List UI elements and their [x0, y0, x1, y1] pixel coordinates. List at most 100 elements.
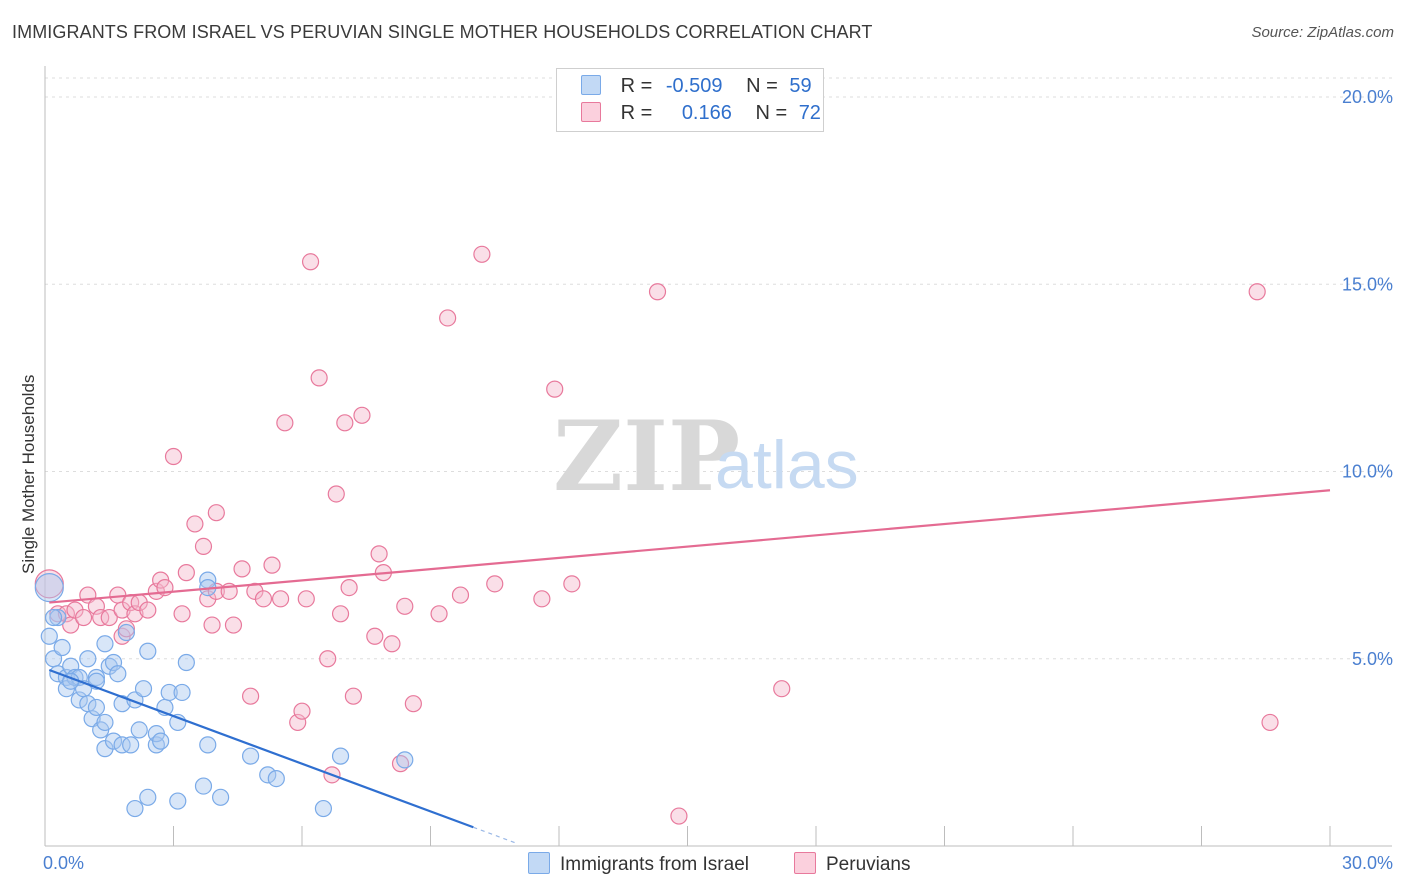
- israel-data-point: [267, 769, 285, 788]
- x-tick-label: 30.0%: [1342, 853, 1393, 873]
- peru-data-point: [533, 590, 551, 608]
- peru-data-point: [297, 590, 315, 608]
- peru-data-point: [486, 575, 504, 593]
- source-label: Source: ZipAtlas.com: [1251, 24, 1394, 41]
- peru-data-point: [139, 601, 157, 619]
- peru-data-point: [207, 504, 225, 522]
- peru-data-point: [203, 616, 221, 634]
- peru-data-point: [451, 586, 470, 604]
- israel-data-point: [122, 736, 140, 754]
- peru-data-point: [254, 590, 273, 608]
- peru-data-point: [336, 414, 354, 432]
- peruvian-points: [34, 245, 1279, 825]
- legend-row-israel: R = -0.509 N = 59: [581, 75, 812, 101]
- n-label: N =: [746, 75, 778, 97]
- israel-data-point: [160, 683, 178, 702]
- peru-data-point: [164, 447, 183, 466]
- israel-swatch-icon: [581, 75, 601, 95]
- israel-data-point: [79, 650, 97, 668]
- israel-data-point: [113, 695, 131, 713]
- peru-data-point: [276, 414, 294, 432]
- peru-data-point: [670, 807, 688, 825]
- israel-data-point: [53, 638, 71, 657]
- israel-data-point: [173, 683, 191, 702]
- watermark-atlas: atlas: [715, 427, 859, 503]
- r-value: 0.166: [681, 102, 732, 124]
- israel-data-point: [212, 788, 230, 806]
- israel-data-point: [109, 665, 127, 683]
- legend-label-peru: Peruvians: [826, 854, 911, 875]
- peru-data-point: [263, 556, 281, 574]
- israel-data-point: [87, 698, 106, 717]
- israel-data-point: [242, 747, 260, 765]
- peru-data-point: [100, 608, 118, 627]
- y-tick-label: 15.0%: [1342, 274, 1393, 294]
- israel-data-point: [194, 777, 213, 795]
- peru-data-point: [301, 253, 320, 271]
- israel-data-point: [104, 732, 123, 750]
- n-label: N =: [755, 102, 788, 124]
- peru-data-point: [439, 309, 457, 327]
- peru-data-point: [404, 695, 422, 713]
- y-axis-label: Single Mother Households: [19, 375, 38, 574]
- peru-data-point: [773, 680, 791, 698]
- chart-title: IMMIGRANTS FROM ISRAEL VS PERUVIAN SINGL…: [12, 22, 873, 42]
- israel-points: [34, 571, 414, 818]
- peru-data-point: [563, 575, 581, 593]
- x-tick-label: 0.0%: [43, 853, 84, 873]
- legend-label-israel: Immigrants from Israel: [560, 854, 749, 875]
- r-value: -0.509: [665, 75, 723, 97]
- israel-data-point: [96, 713, 114, 732]
- stats-legend: R = -0.509 N = 59 R = 0.166 N = 72: [556, 68, 824, 132]
- y-tick-labels: 5.0% 10.0% 15.0% 20.0%: [1342, 87, 1393, 669]
- israel-data-point: [169, 792, 187, 810]
- peru-data-point: [383, 635, 401, 653]
- peru-data-point: [327, 485, 345, 503]
- israel-trend-line: [48, 668, 474, 829]
- peru-data-point: [396, 597, 414, 615]
- peru-data-point: [57, 605, 76, 623]
- israel-data-point: [177, 653, 195, 672]
- israel-data-point: [396, 751, 414, 769]
- legend-item-peru: Peruvians: [794, 852, 911, 876]
- trend-lines: [48, 489, 1331, 844]
- peru-data-point: [177, 564, 195, 582]
- peru-swatch-icon: [581, 102, 601, 122]
- israel-data-point: [96, 635, 114, 653]
- n-value: 72: [798, 102, 821, 124]
- peru-data-point: [344, 687, 362, 705]
- peru-trend-line: [49, 489, 1331, 604]
- israel-data-point: [87, 668, 106, 687]
- israel-data-point: [152, 732, 170, 750]
- peru-data-point: [331, 605, 350, 623]
- peru-data-point: [370, 545, 388, 563]
- israel-data-point: [130, 721, 148, 739]
- israel-trend-extension: [473, 826, 517, 844]
- israel-data-point: [34, 572, 64, 603]
- israel-data-point: [139, 642, 157, 660]
- y-tick-label: 5.0%: [1352, 649, 1393, 669]
- peru-data-point: [117, 620, 135, 638]
- peru-data-point: [126, 605, 144, 623]
- israel-data-point: [331, 747, 350, 765]
- peru-data-point: [546, 380, 564, 398]
- axes: [44, 66, 1392, 847]
- israel-data-point: [40, 627, 58, 645]
- peru-data-point: [430, 605, 448, 623]
- israel-data-point: [126, 799, 144, 818]
- legend-item-israel: Immigrants from Israel: [528, 852, 749, 876]
- watermark-zip: ZIP: [553, 400, 740, 513]
- peru-data-point: [173, 605, 191, 623]
- peru-data-point: [340, 578, 358, 597]
- peru-data-point: [473, 245, 491, 263]
- peru-data-point: [186, 515, 204, 533]
- peru-data-point: [242, 687, 260, 705]
- legend-row-peru: R = 0.166 N = 72: [581, 102, 821, 128]
- peru-data-point: [648, 283, 667, 301]
- y-tick-label: 10.0%: [1342, 462, 1393, 482]
- n-value: 59: [789, 75, 812, 97]
- israel-data-point: [70, 691, 88, 709]
- r-label: R =: [620, 75, 653, 97]
- peru-legend-swatch-icon: [794, 852, 816, 874]
